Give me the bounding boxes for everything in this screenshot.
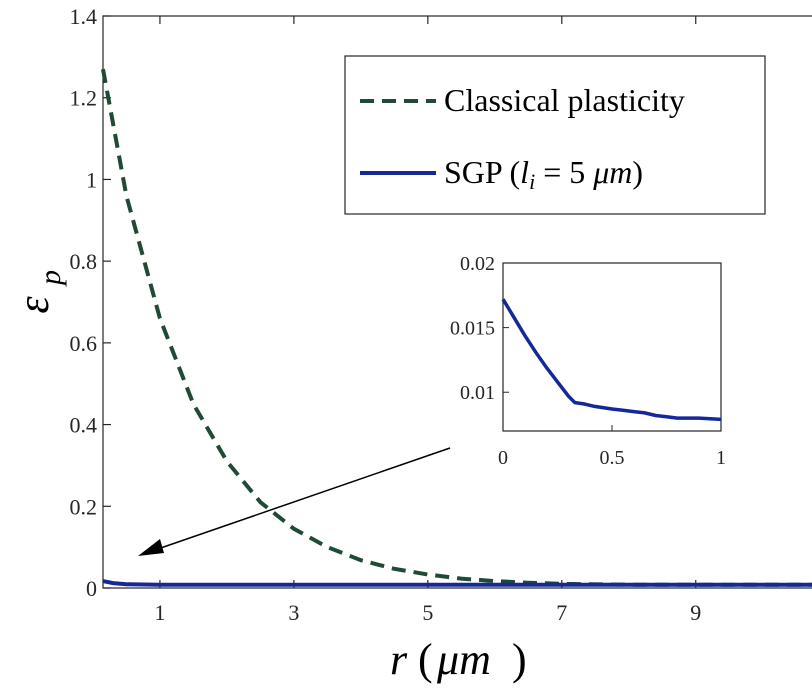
x-tick-label: 7	[556, 600, 567, 625]
x-axis-label-close-paren: )	[512, 635, 527, 684]
legend-box	[344, 55, 766, 215]
arrow-line	[151, 447, 451, 552]
legend-label-sgp-text: SGP (li = 5 μm)	[444, 154, 643, 194]
main-series	[101, 68, 812, 587]
legend: Classical plasticity SGP (li = 5 μm)	[344, 55, 766, 215]
series-sgp	[102, 579, 812, 587]
y-tick-label: 0.6	[70, 331, 98, 356]
x-axis-label-r: r	[390, 635, 408, 684]
inset-y-tick-label: 0.02	[460, 253, 495, 275]
y-tick-label: 1	[86, 167, 97, 192]
series-classical-plasticity	[101, 68, 812, 587]
x-axis-label-open-paren: (	[418, 635, 433, 684]
x-tick-label: 1	[154, 600, 165, 625]
x-tick-label: 5	[422, 600, 433, 625]
main-ticks: 1 3 5 7 9 0 0.2 0.4 0.6 0.8 1 1.2 1.4	[70, 4, 702, 625]
x-axis-label: r ( μm )	[390, 635, 527, 684]
legend-label-sgp: SGP (li = 5 μm)	[444, 154, 643, 194]
y-tick-label: 0	[86, 576, 97, 601]
y-axis-label: ε p	[9, 270, 67, 314]
y-tick-label: 0.2	[70, 494, 98, 519]
y-tick-label: 1.2	[70, 86, 98, 111]
y-axis-label-subscript: p	[34, 270, 67, 287]
inset-ticks: 0 0.5 1 0.01 0.015 0.02	[450, 253, 726, 469]
y-tick-label: 0.4	[70, 413, 98, 438]
x-tick-label: 9	[690, 600, 701, 625]
inset-y-tick-label: 0.015	[450, 318, 495, 340]
y-tick-label: 1.4	[70, 4, 98, 29]
legend-label-classical: Classical plasticity	[444, 82, 685, 118]
inset-y-tick-label: 0.01	[460, 382, 495, 404]
annotation-arrow	[138, 447, 451, 556]
inset-x-tick-label: 1	[716, 447, 726, 469]
inset-series-sgp	[501, 298, 722, 422]
inset-x-tick-label: 0.5	[600, 447, 625, 469]
arrow-head	[138, 539, 164, 556]
y-tick-label: 0.8	[70, 249, 98, 274]
inset-axes-box	[502, 262, 722, 432]
x-axis-label-unit: μm	[436, 635, 491, 684]
inset-series	[501, 298, 722, 422]
x-tick-label: 3	[288, 600, 299, 625]
inset-plot	[502, 262, 722, 432]
inset-x-tick-label: 0	[498, 447, 508, 469]
y-axis-label-epsilon: ε	[9, 296, 58, 314]
